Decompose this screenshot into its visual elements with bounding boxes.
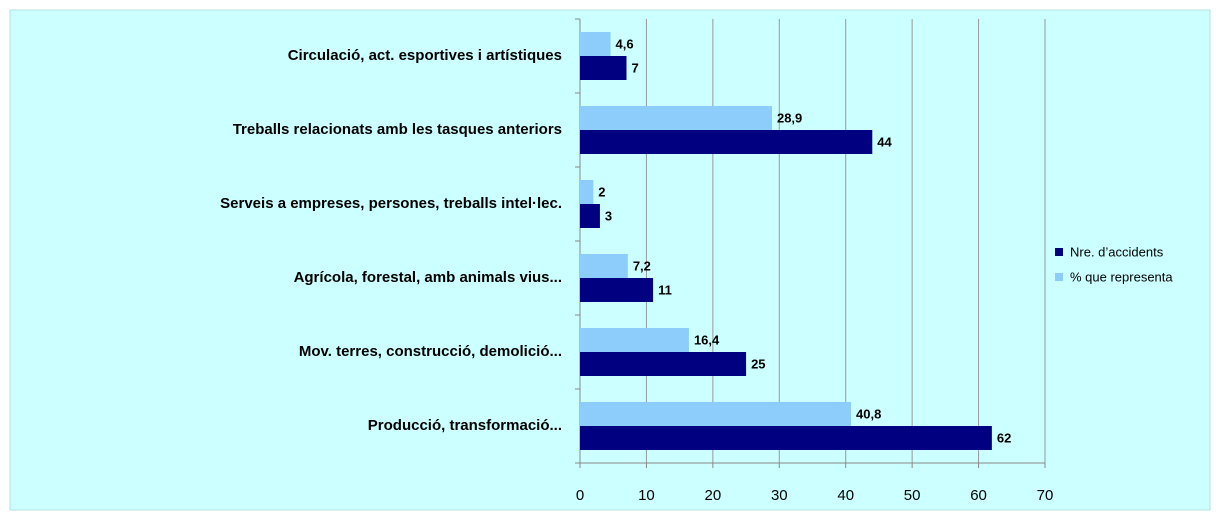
bar: [580, 402, 852, 426]
legend-label: % que representa: [1070, 269, 1173, 284]
bar: [580, 56, 627, 80]
legend-label: Nre. d’accidents: [1070, 244, 1164, 259]
value-label: 44: [877, 134, 892, 149]
value-label: 25: [751, 356, 765, 371]
y-tick-label: Circulació, act. esportives i artístique…: [288, 47, 562, 64]
x-tick-label: 30: [771, 487, 788, 504]
legend-swatch: [1055, 273, 1063, 281]
bar: [580, 180, 594, 204]
x-tick-label: 50: [904, 487, 921, 504]
y-tick-label: Treballs relacionats amb les tasques ant…: [233, 121, 562, 138]
bar: [580, 352, 747, 376]
value-label: 7: [632, 60, 639, 75]
value-label: 16,4: [694, 332, 720, 347]
value-label: 7,2: [633, 258, 651, 273]
x-tick-label: 70: [1037, 487, 1054, 504]
y-tick-label: Serveis a empreses, persones, treballs i…: [220, 195, 562, 212]
bar: [580, 254, 628, 278]
legend-swatch: [1055, 248, 1063, 256]
bar: [580, 106, 772, 130]
value-label: 28,9: [777, 110, 802, 125]
x-tick-label: 40: [837, 487, 854, 504]
x-tick-label: 60: [970, 487, 987, 504]
x-tick-label: 0: [576, 487, 584, 504]
x-tick-label: 20: [705, 487, 722, 504]
bar: [580, 426, 992, 450]
value-label: 2: [598, 184, 605, 199]
bar: [580, 328, 689, 352]
x-tick-label: 10: [638, 487, 655, 504]
y-tick-label: Mov. terres, construcció, demolició...: [299, 343, 562, 360]
value-label: 3: [605, 208, 612, 223]
value-label: 62: [997, 430, 1011, 445]
bar: [580, 130, 873, 154]
value-label: 4,6: [616, 36, 634, 51]
bar: [580, 32, 611, 56]
value-label: 11: [658, 282, 672, 297]
bar: [580, 278, 654, 302]
y-tick-label: Producció, transformació...: [368, 417, 562, 434]
value-label: 40,8: [856, 406, 881, 421]
bar: [580, 204, 600, 228]
y-tick-label: Agrícola, forestal, amb animals vius...: [294, 269, 562, 286]
